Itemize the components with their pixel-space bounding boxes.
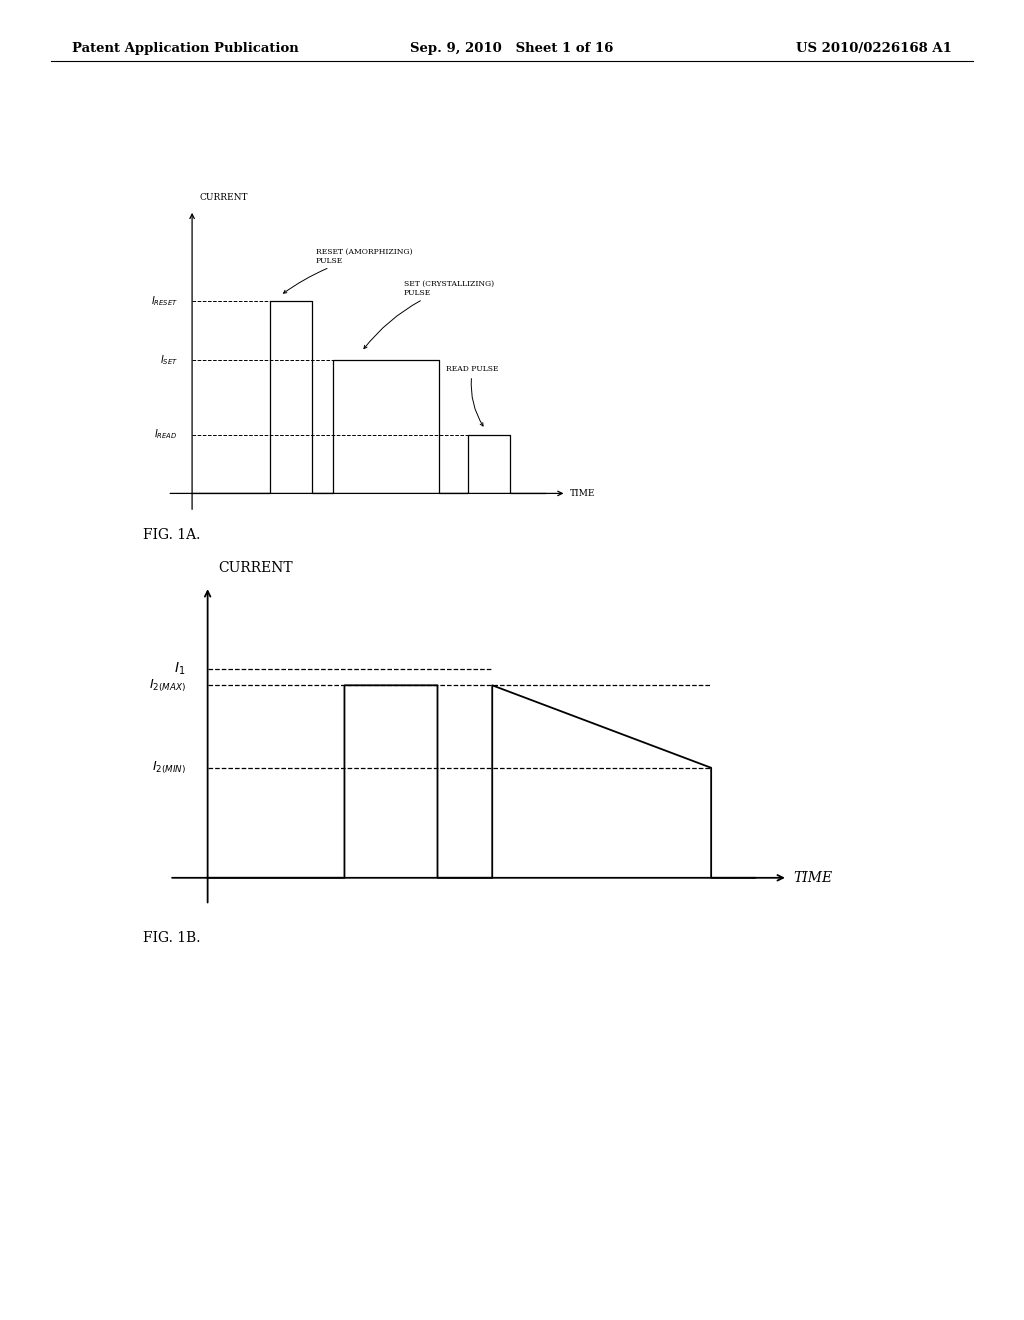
Text: TIME: TIME: [570, 488, 595, 498]
Text: CURRENT: CURRENT: [199, 193, 248, 202]
Text: RESET (AMORPHIZING)
PULSE: RESET (AMORPHIZING) PULSE: [284, 247, 413, 293]
Text: $I_{SET}$: $I_{SET}$: [160, 352, 178, 367]
Text: SET (CRYSTALLIZING)
PULSE: SET (CRYSTALLIZING) PULSE: [364, 280, 494, 348]
Text: CURRENT: CURRENT: [218, 561, 293, 576]
Text: $I_{READ}$: $I_{READ}$: [155, 428, 178, 441]
Text: FIG. 1B.: FIG. 1B.: [143, 931, 201, 945]
Text: TIME: TIME: [794, 871, 833, 884]
Text: READ PULSE: READ PULSE: [446, 366, 499, 426]
Text: $I_{RESET}$: $I_{RESET}$: [151, 294, 178, 308]
Text: $I_1$: $I_1$: [174, 660, 185, 677]
Text: US 2010/0226168 A1: US 2010/0226168 A1: [797, 42, 952, 55]
Text: $I_{2(MAX)}$: $I_{2(MAX)}$: [148, 677, 185, 693]
Text: $I_{2(MIN)}$: $I_{2(MIN)}$: [152, 759, 185, 776]
Text: Patent Application Publication: Patent Application Publication: [72, 42, 298, 55]
Text: Sep. 9, 2010   Sheet 1 of 16: Sep. 9, 2010 Sheet 1 of 16: [411, 42, 613, 55]
Text: FIG. 1A.: FIG. 1A.: [143, 528, 201, 543]
